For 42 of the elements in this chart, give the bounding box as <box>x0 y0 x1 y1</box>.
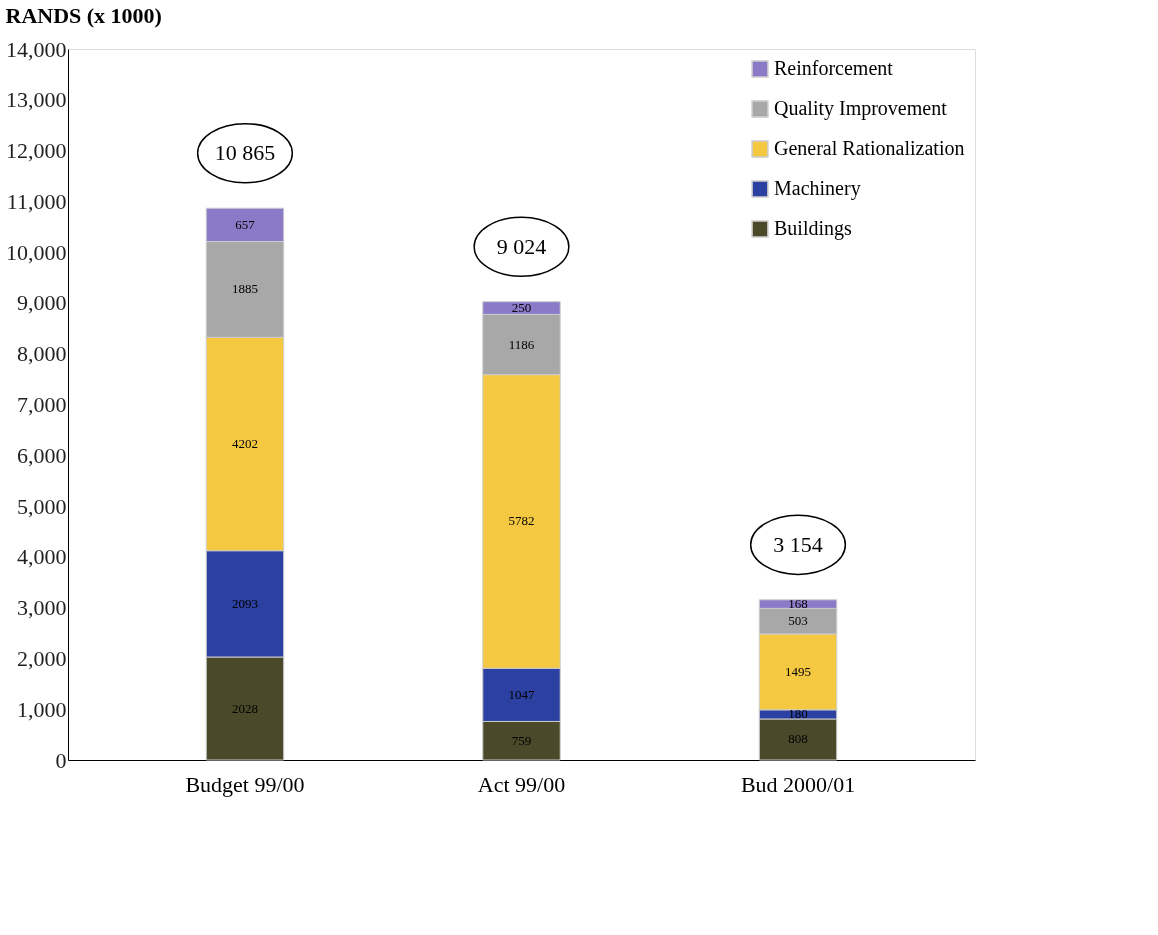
total-label: 9 024 <box>496 233 547 259</box>
y-tick-label: 3,000 <box>17 595 67 621</box>
y-tick-label: 10,000 <box>6 239 67 265</box>
data-label: 4202 <box>231 436 258 452</box>
total-label: 3 154 <box>773 531 823 557</box>
y-tick-label: 7,000 <box>17 392 67 417</box>
legend-label: Buildings <box>774 217 853 240</box>
y-tick-label: 2,000 <box>17 645 67 671</box>
data-label: 5782 <box>508 513 535 529</box>
y-tick-label: 5,000 <box>17 493 67 519</box>
x-tick-label: Bud 2000/01 <box>740 771 856 797</box>
y-tick-label: 4,000 <box>17 544 67 570</box>
legend-label: Reinforcement <box>774 57 894 79</box>
data-label: 808 <box>788 731 808 747</box>
y-axis-title: RANDS (x 1000) <box>5 3 162 28</box>
y-tick-label: 0 <box>55 747 67 773</box>
data-label: 1186 <box>508 336 535 352</box>
x-tick-label: Budget 99/00 <box>185 771 305 797</box>
data-label: 657 <box>235 216 256 232</box>
legend-label: Quality Improvement <box>774 97 948 120</box>
y-tick-label: 11,000 <box>6 188 67 214</box>
data-label: 759 <box>511 732 532 748</box>
y-tick-label: 6,000 <box>17 442 67 468</box>
data-label: 1495 <box>785 663 812 679</box>
legend-label: Machinery <box>774 177 861 200</box>
y-tick-label: 9,000 <box>17 290 67 316</box>
data-label: 503 <box>788 613 808 629</box>
y-tick-label: 1,000 <box>17 696 67 722</box>
data-label: 1885 <box>231 281 258 297</box>
data-label: 2028 <box>231 700 258 716</box>
y-tick-label: 13,000 <box>6 87 67 113</box>
data-label: 250 <box>511 300 532 316</box>
legend-label: General Rationalization <box>774 137 965 159</box>
data-label: 168 <box>788 596 808 612</box>
data-label: 1047 <box>508 686 535 702</box>
y-tick-label: 8,000 <box>17 341 67 367</box>
y-tick-label: 14,000 <box>6 36 67 62</box>
x-tick-label: Act 99/00 <box>477 771 566 797</box>
data-label: 180 <box>788 706 808 722</box>
total-label: 10 865 <box>214 140 276 166</box>
y-tick-label: 12,000 <box>6 138 67 164</box>
data-label: 2093 <box>231 595 258 611</box>
